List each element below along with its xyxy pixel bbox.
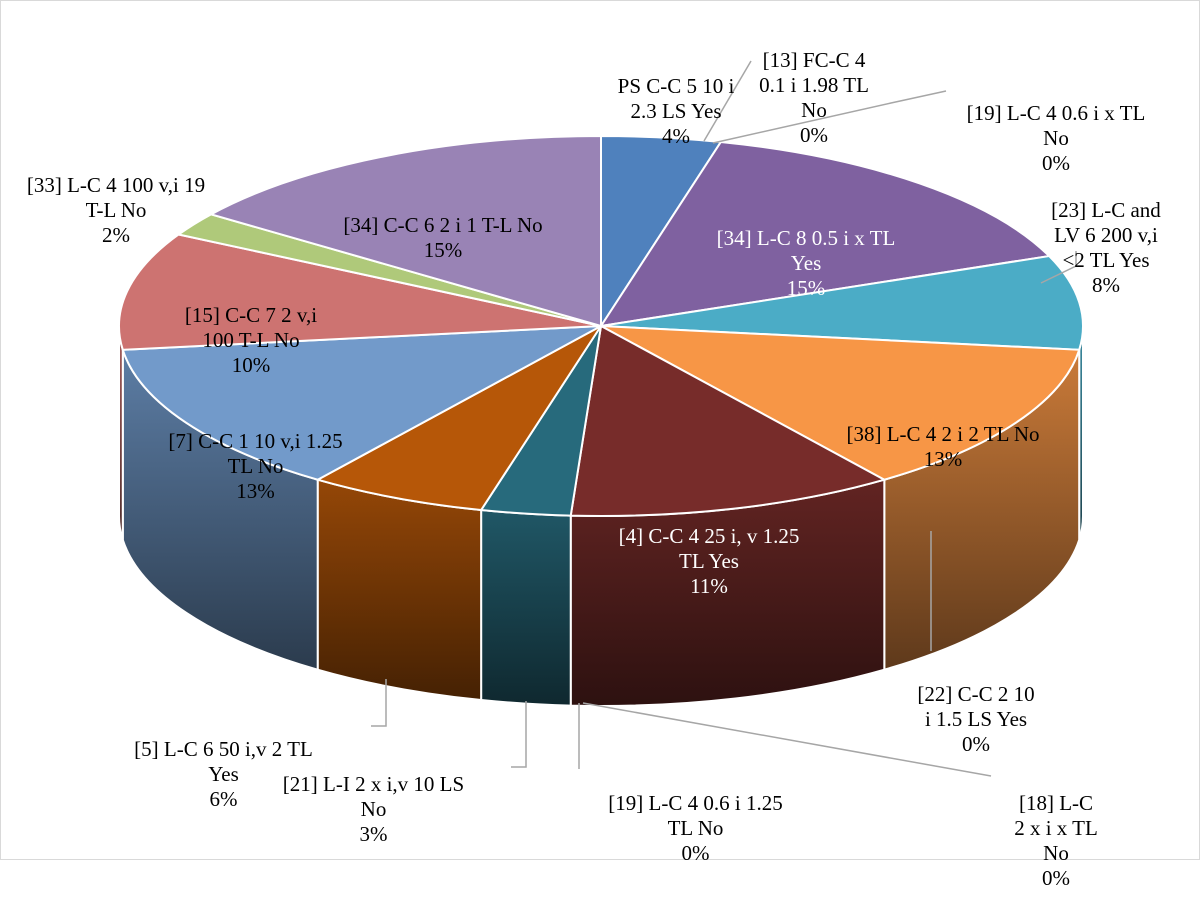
slice-label-10: [21] L-I 2 x i,v 10 LS No 3%: [282, 772, 465, 846]
pie-top: [118, 134, 1084, 517]
leader-line-6: [511, 701, 527, 768]
slice-label-5: [38] L-C 4 2 i 2 TL No 13%: [846, 422, 1040, 471]
slice-label-3: [34] L-C 8 0.5 i x TL Yes 15%: [716, 226, 896, 300]
slice-label-8: [18] L-C 2 x i x TL No 0%: [1014, 791, 1098, 890]
slice-label-7: [4] C-C 4 25 i, v 1.25 TL Yes 11%: [618, 524, 800, 598]
slice-label-2: [19] L-C 4 0.6 i x TL No 0%: [966, 101, 1146, 175]
slice-label-9: [19] L-C 4 0.6 i 1.25 TL No 0%: [608, 791, 783, 865]
pie-slice-15: [208, 134, 602, 328]
pie-slice-7: [569, 324, 887, 517]
leader-line-2: [1040, 251, 1077, 284]
leader-lines: [371, 60, 1077, 777]
slice-label-15: [34] C-C 6 2 i 1 T-L No 15%: [343, 213, 543, 262]
slice-label-0: PS C-C 5 10 i 2.3 LS Yes 4%: [617, 74, 735, 148]
pie-side-10: [480, 508, 572, 707]
pie-slice-11: [315, 325, 602, 512]
leader-line-7: [371, 679, 387, 727]
pie-slice-12: [121, 325, 602, 481]
pie-side-13: [118, 325, 124, 541]
slice-label-6: [22] C-C 2 10 i 1.5 LS Yes 0%: [917, 682, 1035, 756]
slice-label-4: [23] L-C and LV 6 200 v,i <2 TL Yes 8%: [1051, 198, 1161, 297]
pie-slice-13: [118, 233, 602, 351]
slice-label-14: [33] L-C 4 100 v,i 19 T-L No 2%: [26, 173, 206, 247]
pie-slice-3: [598, 140, 1052, 328]
leader-line-0: [703, 60, 752, 142]
pie-chart: PS C-C 5 10 i 2.3 LS Yes 4% [13] FC-C 4 0…: [0, 0, 1200, 890]
slice-label-12: [7] C-C 1 10 v,i 1.25 TL No 13%: [168, 429, 343, 503]
slice-label-11: [5] L-C 6 50 i,v 2 TL Yes 6%: [134, 737, 313, 811]
pie-slice-4: [600, 254, 1084, 351]
leader-line-4: [582, 702, 992, 777]
pie-side-walls: [118, 325, 1084, 707]
pie-slice-5: [600, 325, 1081, 481]
slice-label-1: [13] FC-C 4 0.1 i 1.98 TL No 0%: [759, 48, 869, 147]
leader-line-1: [712, 90, 947, 144]
pie-chart-canvas: [118, 60, 1084, 777]
slice-label-13: [15] C-C 7 2 v,i 100 T-L No 10%: [184, 303, 318, 377]
